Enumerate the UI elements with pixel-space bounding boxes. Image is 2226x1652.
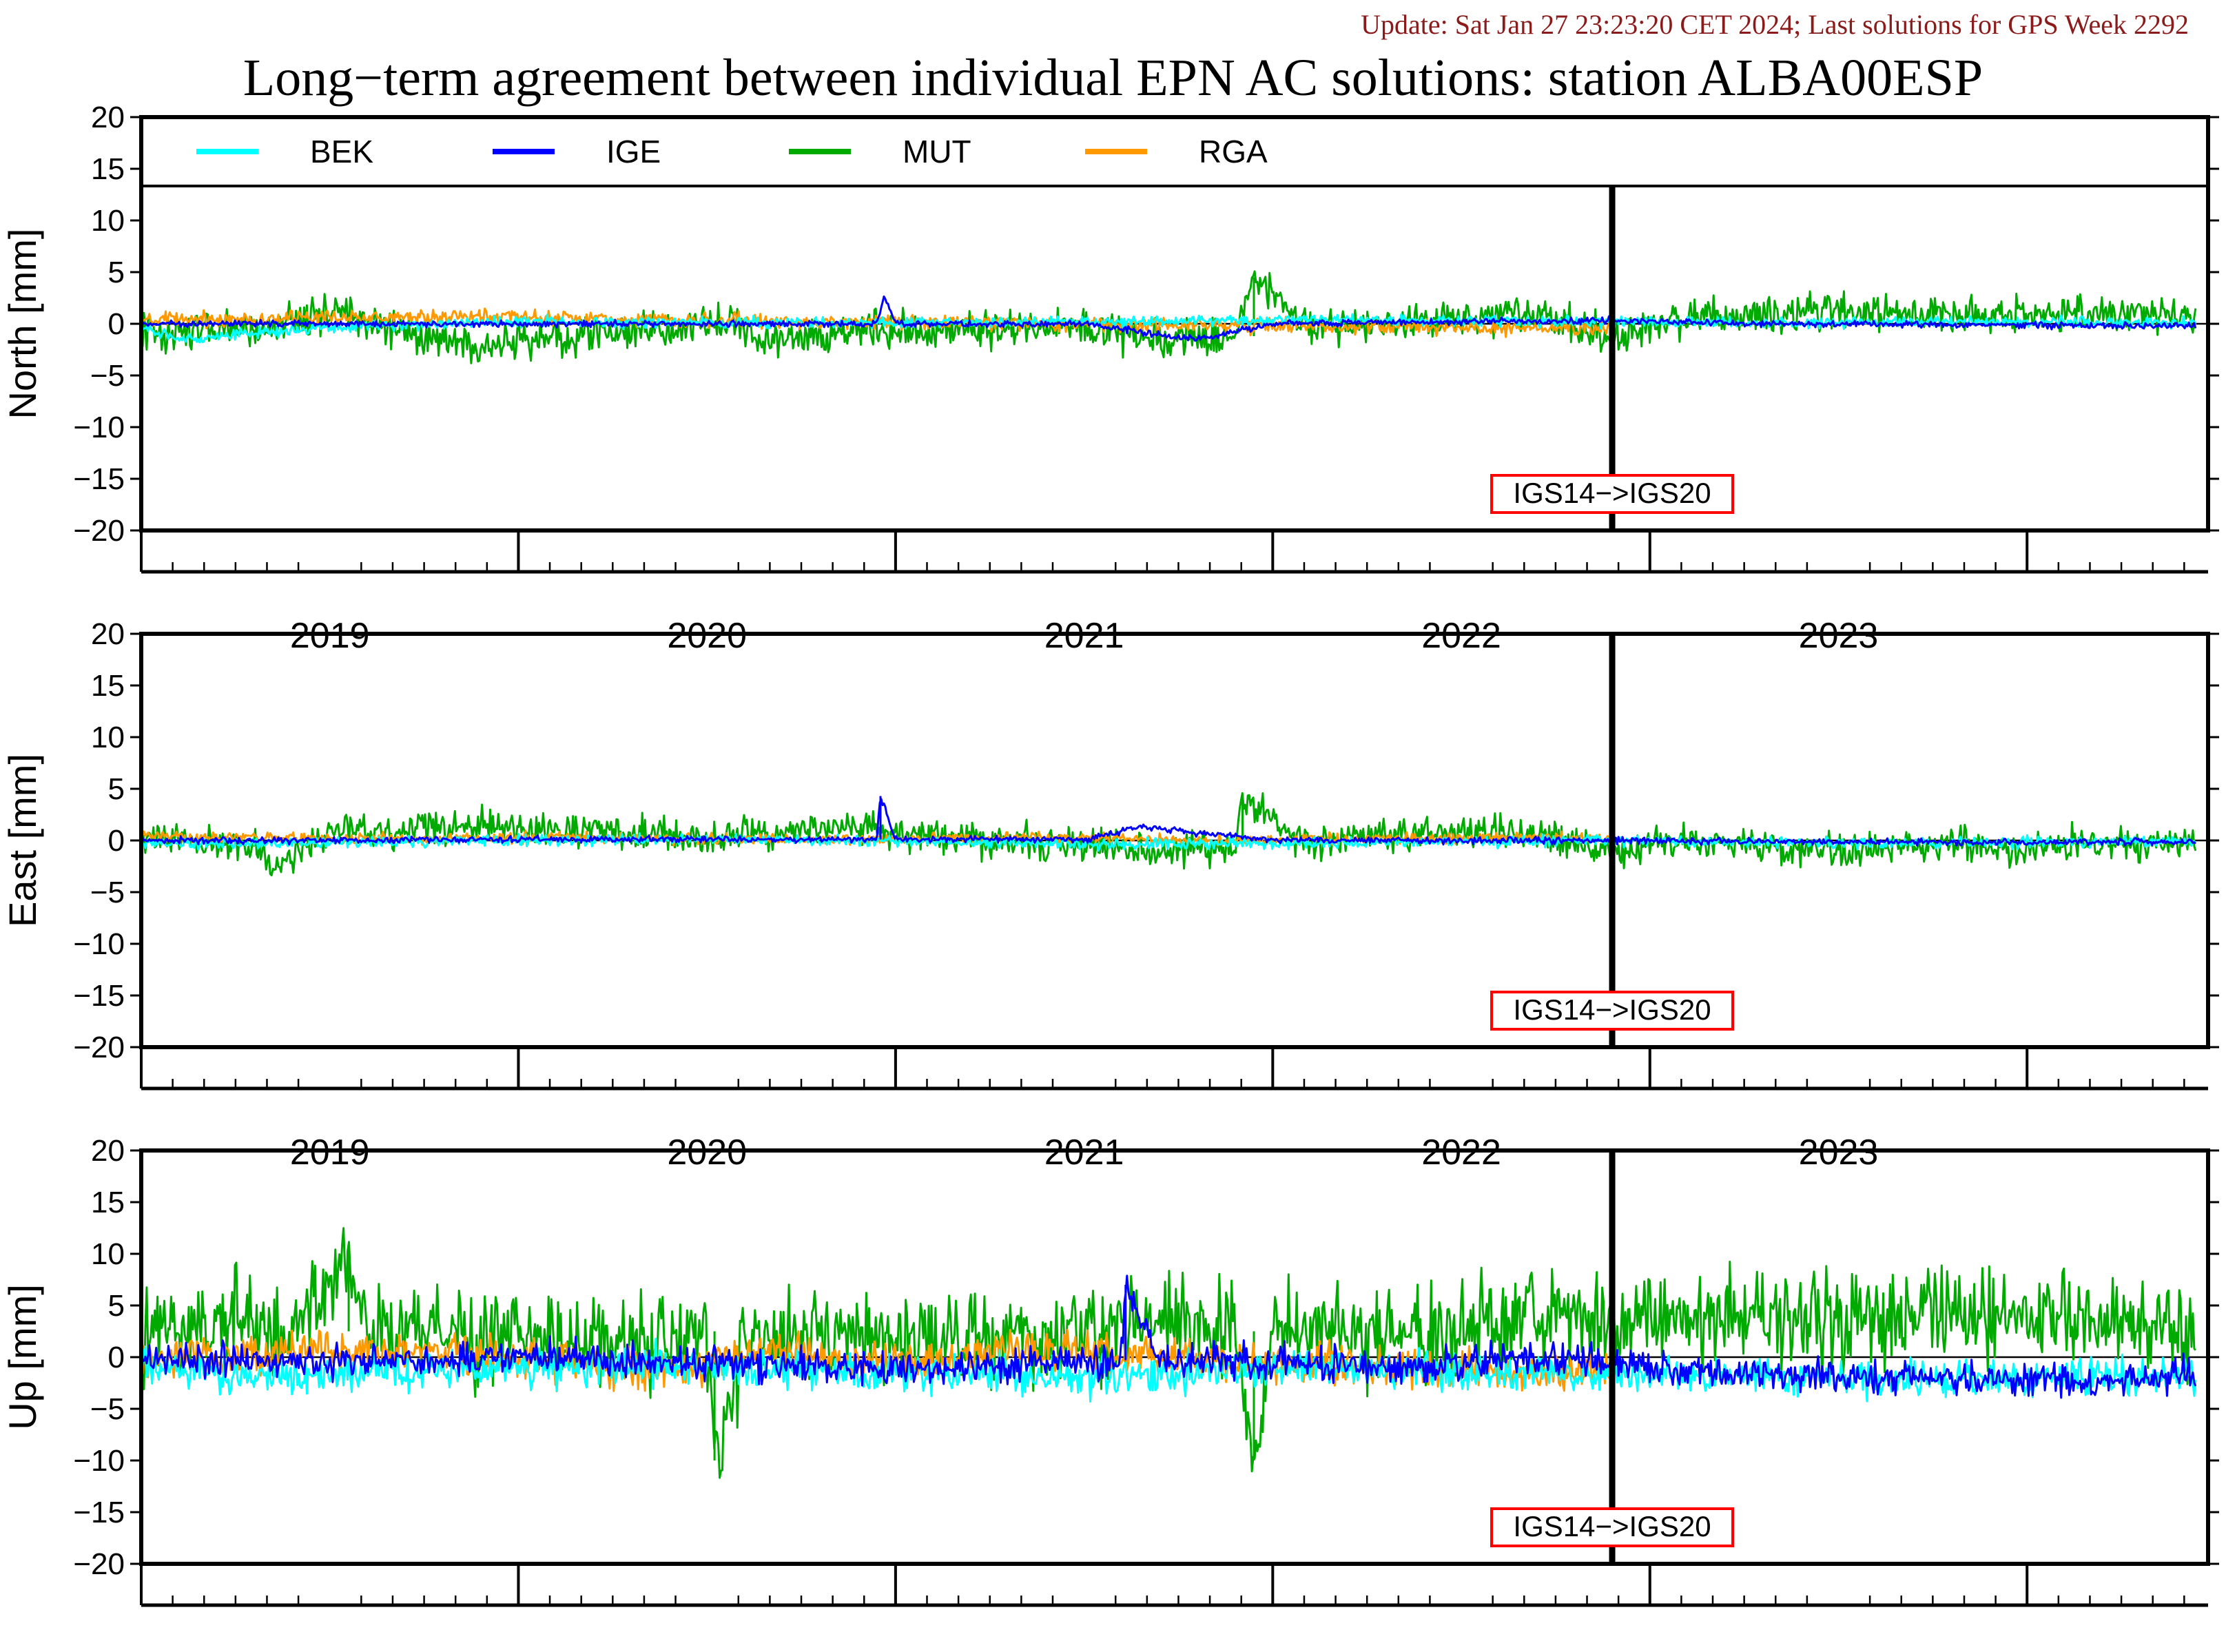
y-tick-label-up: −20 — [73, 1547, 125, 1581]
x-tick-label-up: 2020 — [667, 1649, 747, 1652]
plot-frame-north — [139, 115, 2210, 533]
y-tick-label-north: −5 — [90, 359, 125, 393]
y-tick-label-east: −5 — [90, 876, 125, 909]
series-group-east — [141, 792, 2197, 877]
x-tick-label-up: 2023 — [1799, 1649, 1879, 1652]
y-tick-label-north: 20 — [91, 101, 125, 134]
y-tick-label-east: 0 — [108, 824, 125, 858]
y-tick-label-east: 10 — [91, 721, 125, 754]
legend-label-ige: IGE — [606, 134, 661, 169]
series-group-north — [141, 270, 2197, 364]
y-axis-title-north: North [mm] — [1, 229, 44, 420]
north-panel: 20 15 10 5 0 −5 −10 −15 −20 North [mm] IGS14−>IGS2… — [1, 101, 2219, 656]
x-tick-label-up: 2019 — [290, 1649, 370, 1652]
series-line-ige — [141, 1274, 2197, 1399]
y-tick-label-east: 20 — [91, 617, 125, 651]
legend-label-bek: BEK — [310, 134, 373, 169]
y-tick-label-north: −10 — [73, 411, 125, 444]
annotation-label: IGS14−>IGS20 — [1513, 993, 1711, 1026]
x-tick-label-up: 2021 — [1044, 1649, 1124, 1652]
y-tick-label-up: −15 — [73, 1496, 125, 1529]
up-panel: 20 15 10 5 0 −5 −10 −15 −20 Up [mm] IGS14−>IGS20 20… — [1, 1134, 2219, 1652]
update-timestamp: Update: Sat Jan 27 23:23:20 CET 2024; La… — [1361, 9, 2189, 40]
x-tick-label-up: 2022 — [1421, 1649, 1501, 1652]
y-tick-label-east: 5 — [108, 772, 125, 806]
y-tick-label-north: 0 — [108, 307, 125, 341]
y-tick-label-north: 15 — [91, 152, 125, 186]
y-tick-label-east: −15 — [73, 979, 125, 1013]
series-line-mut — [141, 1227, 2196, 1479]
y-tick-label-north: 10 — [91, 204, 125, 238]
plot-frame-east — [139, 632, 2210, 1049]
y-tick-label-east: −20 — [73, 1031, 125, 1064]
y-tick-label-up: 5 — [108, 1289, 125, 1323]
series-line-bek — [141, 1337, 2197, 1403]
y-tick-label-up: −5 — [90, 1392, 125, 1426]
series-line-ige — [141, 295, 2197, 342]
y-tick-label-east: −10 — [73, 927, 125, 961]
y-axis-title-east: East [mm] — [1, 754, 44, 927]
plot-frame-up — [139, 1148, 2210, 1566]
y-tick-label-east: 15 — [91, 669, 125, 703]
annotation-box — [1490, 474, 1735, 514]
annotation-label: IGS14−>IGS20 — [1513, 477, 1711, 509]
series-line-ige — [141, 796, 2196, 847]
legend-label-mut: MUT — [903, 134, 971, 169]
y-tick-label-up: 20 — [91, 1134, 125, 1168]
series-group-up — [141, 1227, 2197, 1479]
y-tick-label-up: 10 — [91, 1237, 125, 1271]
annotation-label: IGS14−>IGS20 — [1513, 1510, 1711, 1542]
y-tick-label-north: 5 — [108, 256, 125, 289]
legend-label-rga: RGA — [1199, 134, 1268, 169]
y-tick-label-north: −15 — [73, 462, 125, 496]
y-tick-label-up: −10 — [73, 1444, 125, 1478]
annotation-box — [1490, 1507, 1735, 1547]
y-tick-label-up: 0 — [108, 1341, 125, 1374]
y-axis-title-up: Up [mm] — [1, 1284, 44, 1430]
east-panel: 20 15 10 5 0 −5 −10 −15 −20 East [mm] IGS14−>IGS20… — [1, 617, 2219, 1173]
y-tick-label-north: −20 — [73, 514, 125, 548]
annotation-box — [1490, 991, 1735, 1031]
y-tick-label-up: 15 — [91, 1186, 125, 1219]
page-title: Long−term agreement between individual E… — [243, 49, 1983, 107]
